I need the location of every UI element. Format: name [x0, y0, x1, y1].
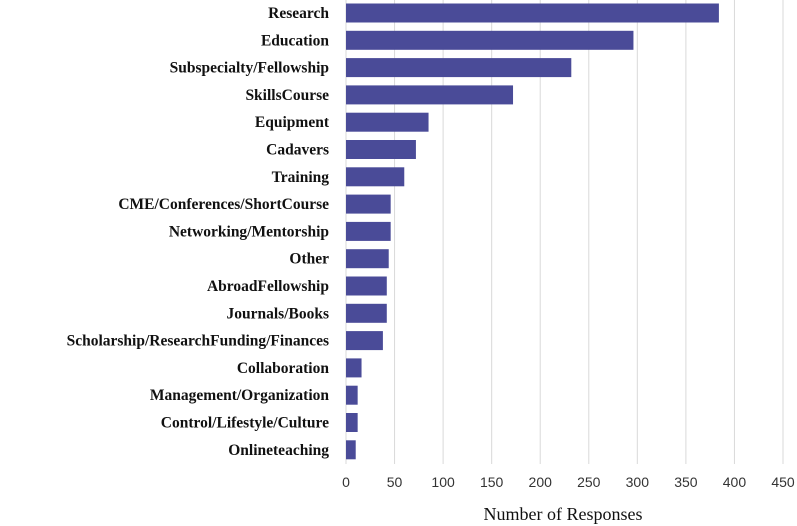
- bar-control-lifestyle-culture: [346, 413, 358, 432]
- x-tick-label: 50: [387, 474, 403, 490]
- x-tick-label: 150: [480, 474, 504, 490]
- bar-networking-mentorship: [346, 221, 391, 241]
- category-label: Scholarship/ResearchFunding/Finances: [67, 333, 329, 350]
- x-tick-label: 400: [723, 474, 747, 490]
- bar-skillscourse: [346, 85, 514, 105]
- category-label: Training: [272, 169, 330, 186]
- x-axis-title: Number of Responses: [484, 504, 643, 524]
- category-label: Cadavers: [266, 142, 329, 159]
- bar-training: [346, 167, 405, 187]
- bar-management-organization: [346, 385, 358, 405]
- x-tick-label: 450: [771, 474, 795, 490]
- category-label: Journals/Books: [226, 305, 329, 322]
- category-labels: Research Education Subspecialty/Fellowship…: [67, 5, 330, 459]
- x-tick-label: 100: [431, 474, 455, 490]
- x-tick-label: 0: [342, 474, 350, 490]
- category-label: Research: [268, 5, 329, 22]
- bar-onlineteaching: [346, 440, 356, 460]
- bar-equipment: [346, 112, 429, 132]
- bar-scholarship-researchfunding-finances: [346, 331, 383, 351]
- category-label: SkillsCourse: [245, 87, 329, 104]
- gridlines: [345, 0, 784, 464]
- bar-other: [346, 249, 389, 269]
- bar-collaboration: [346, 358, 362, 378]
- category-label: Subspecialty/Fellowship: [170, 60, 329, 77]
- category-label: Networking/Mentorship: [169, 223, 329, 240]
- category-label: AbroadFellowship: [207, 278, 329, 295]
- bar-journals-books: [346, 303, 387, 323]
- category-label: Equipment: [255, 114, 330, 131]
- category-label: Control/Lifestyle/Culture: [161, 415, 329, 432]
- x-tick-labels: 0 50 100 150 200 250 300 350 400 450: [342, 474, 795, 490]
- x-tick-label: 350: [674, 474, 698, 490]
- bar-cadavers: [346, 140, 416, 159]
- bar-education: [346, 30, 634, 50]
- category-label: Onlineteaching: [228, 442, 329, 459]
- bar-cme-conferences-shortcourse: [346, 194, 391, 214]
- x-tick-label: 200: [529, 474, 553, 490]
- x-tick-label: 300: [626, 474, 650, 490]
- category-label: Collaboration: [237, 360, 330, 377]
- category-label: CME/Conferences/ShortCourse: [118, 196, 329, 213]
- bar-subspecialty-fellowship: [346, 58, 572, 78]
- category-label: Management/Organization: [150, 387, 329, 404]
- x-tick-label: 250: [577, 474, 601, 490]
- bar-research: [346, 3, 719, 23]
- category-label: Education: [261, 32, 329, 49]
- category-label: Other: [289, 251, 329, 268]
- bars: [346, 3, 719, 460]
- bar-abroadfellowship: [346, 276, 387, 296]
